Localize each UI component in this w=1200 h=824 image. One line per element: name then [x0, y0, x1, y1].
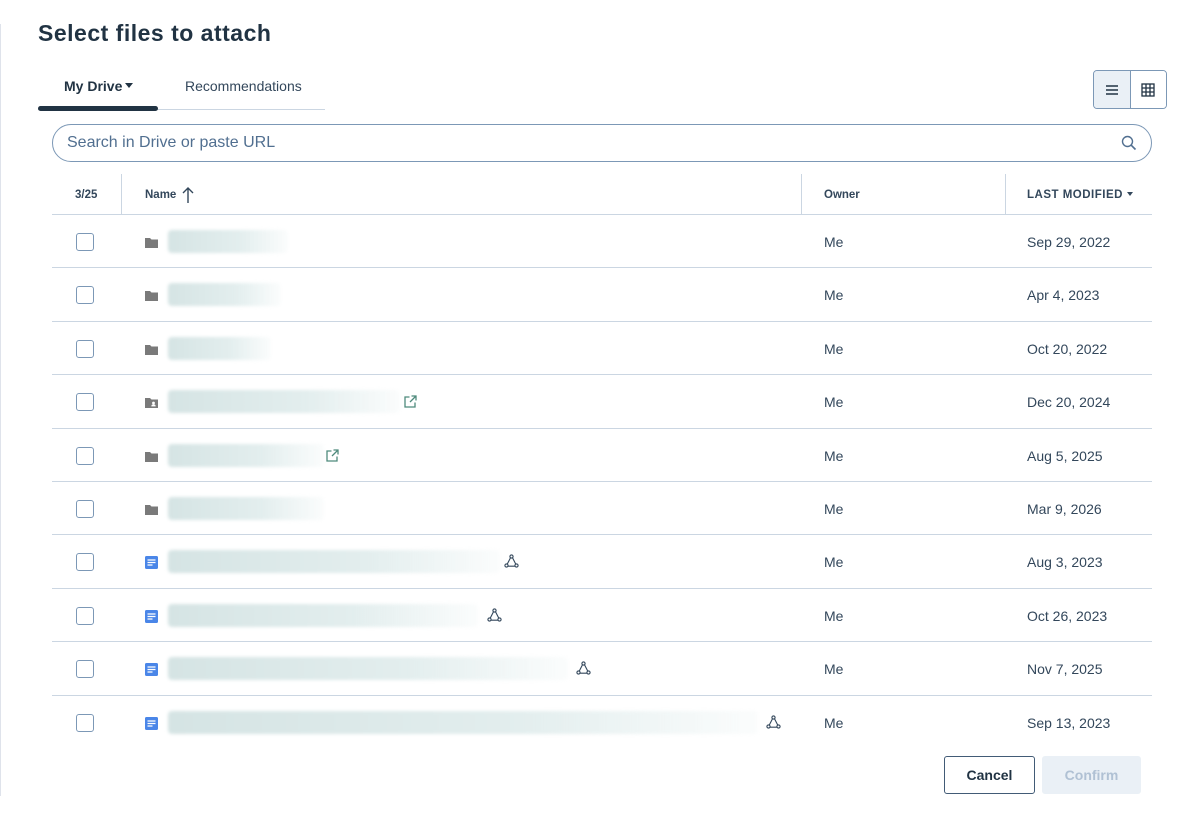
shared-folder-icon [145, 398, 158, 409]
column-divider [121, 174, 122, 215]
table-row[interactable]: Me Oct 26, 2023 [52, 589, 1152, 643]
row-checkbox[interactable] [76, 446, 94, 465]
row-checkbox[interactable] [76, 233, 94, 251]
cancel-button[interactable]: Cancel [944, 756, 1035, 794]
dialog-title: Select files to attach [38, 20, 272, 46]
owner-cell: Me [824, 554, 844, 571]
table-row[interactable]: Me Dec 20, 2024 [52, 375, 1152, 429]
column-divider [801, 174, 802, 215]
row-checkbox[interactable] [76, 286, 94, 305]
tab-recommendations-label: Recommendations [185, 78, 302, 94]
modified-date-cell: Oct 20, 2022 [1027, 340, 1108, 357]
document-icon [145, 556, 158, 570]
view-toggle [1093, 70, 1167, 109]
table-header: 3/25 Name Owner LAST MODIFIED [52, 174, 1152, 215]
row-checkbox[interactable] [76, 393, 94, 412]
row-checkbox[interactable] [76, 553, 94, 572]
owner-cell: Me [824, 500, 844, 517]
table-row[interactable]: Me Aug 3, 2023 [52, 535, 1152, 589]
document-icon [145, 716, 158, 730]
redacted-file-name [168, 550, 500, 574]
modified-date-cell: Mar 9, 2026 [1027, 500, 1102, 517]
column-header-last-modified-label: LAST MODIFIED [1027, 189, 1123, 201]
external-link-icon[interactable] [403, 394, 418, 409]
document-icon [145, 663, 158, 677]
column-divider [1005, 174, 1006, 215]
sort-ascending-icon[interactable] [181, 186, 195, 204]
drive-tabs: My Drive Recommendations [38, 66, 325, 111]
modified-date-cell: Sep 13, 2023 [1027, 714, 1111, 731]
modified-date-cell: Nov 7, 2025 [1027, 661, 1103, 678]
redacted-file-name [168, 657, 568, 681]
search-icon[interactable] [1121, 135, 1137, 151]
list-icon [1105, 84, 1118, 95]
redacted-file-name [168, 230, 288, 253]
row-checkbox[interactable] [76, 606, 94, 625]
modified-date-cell: Aug 3, 2023 [1027, 554, 1103, 571]
folder-icon [145, 504, 158, 515]
modified-date-cell: Aug 5, 2025 [1027, 447, 1103, 464]
table-row[interactable]: Me Oct 20, 2022 [52, 322, 1152, 376]
column-header-name[interactable]: Name [145, 189, 177, 201]
tab-recommendations[interactable]: Recommendations [185, 78, 302, 94]
share-icon[interactable] [504, 554, 519, 569]
modified-date-cell: Apr 4, 2023 [1027, 287, 1100, 304]
folder-icon [145, 291, 158, 302]
owner-cell: Me [824, 447, 844, 464]
search-bar [52, 124, 1152, 162]
owner-cell: Me [824, 340, 844, 357]
search-input[interactable] [67, 125, 1107, 161]
owner-cell: Me [824, 714, 844, 731]
caret-down-icon [125, 83, 134, 89]
table-row[interactable]: Me Aug 5, 2025 [52, 429, 1152, 482]
selection-count: 3/25 [75, 189, 98, 201]
folder-icon [145, 344, 158, 355]
owner-cell: Me [824, 607, 844, 624]
external-link-icon[interactable] [325, 448, 340, 463]
column-header-last-modified[interactable]: LAST MODIFIED [1027, 189, 1133, 201]
modified-date-cell: Oct 26, 2023 [1027, 607, 1108, 624]
dialog-left-edge [0, 24, 1, 796]
row-checkbox[interactable] [76, 713, 94, 732]
confirm-button[interactable]: Confirm [1042, 756, 1141, 794]
caret-down-icon [1126, 191, 1133, 196]
tab-my-drive-label: My Drive [64, 78, 123, 94]
redacted-file-name [168, 603, 478, 627]
folder-icon [145, 238, 158, 248]
owner-cell: Me [824, 394, 844, 411]
redacted-file-name [168, 283, 281, 307]
share-icon[interactable] [487, 608, 502, 623]
modified-date-cell: Dec 20, 2024 [1027, 394, 1111, 411]
redacted-file-name [168, 390, 400, 414]
table-row[interactable]: Me Sep 29, 2022 [52, 215, 1152, 269]
owner-cell: Me [824, 661, 844, 678]
redacted-file-name [168, 710, 758, 734]
file-table: 3/25 Name Owner LAST MODIFIED Me Sep 29,… [52, 174, 1152, 744]
column-header-owner[interactable]: Owner [824, 189, 860, 201]
grid-view-button[interactable] [1129, 71, 1166, 108]
share-icon[interactable] [766, 714, 781, 730]
row-checkbox[interactable] [76, 499, 94, 518]
list-view-button[interactable] [1094, 71, 1130, 108]
table-row[interactable]: Me Nov 7, 2025 [52, 642, 1152, 696]
redacted-file-name [168, 496, 324, 520]
redacted-file-name [168, 336, 271, 360]
document-icon [145, 609, 158, 623]
row-checkbox[interactable] [76, 339, 94, 358]
folder-icon [145, 451, 158, 462]
redacted-file-name [168, 443, 324, 467]
row-checkbox[interactable] [76, 660, 94, 679]
owner-cell: Me [824, 287, 844, 304]
table-row[interactable]: Me Apr 4, 2023 [52, 268, 1152, 322]
table-row[interactable]: Me Mar 9, 2026 [52, 482, 1152, 536]
table-row[interactable]: Me Sep 13, 2023 [52, 696, 1152, 744]
modified-date-cell: Sep 29, 2022 [1027, 234, 1111, 250]
active-tab-indicator [38, 106, 158, 111]
grid-icon [1141, 82, 1156, 97]
owner-cell: Me [824, 234, 844, 250]
tab-my-drive[interactable]: My Drive [64, 78, 134, 94]
share-icon[interactable] [576, 661, 591, 676]
